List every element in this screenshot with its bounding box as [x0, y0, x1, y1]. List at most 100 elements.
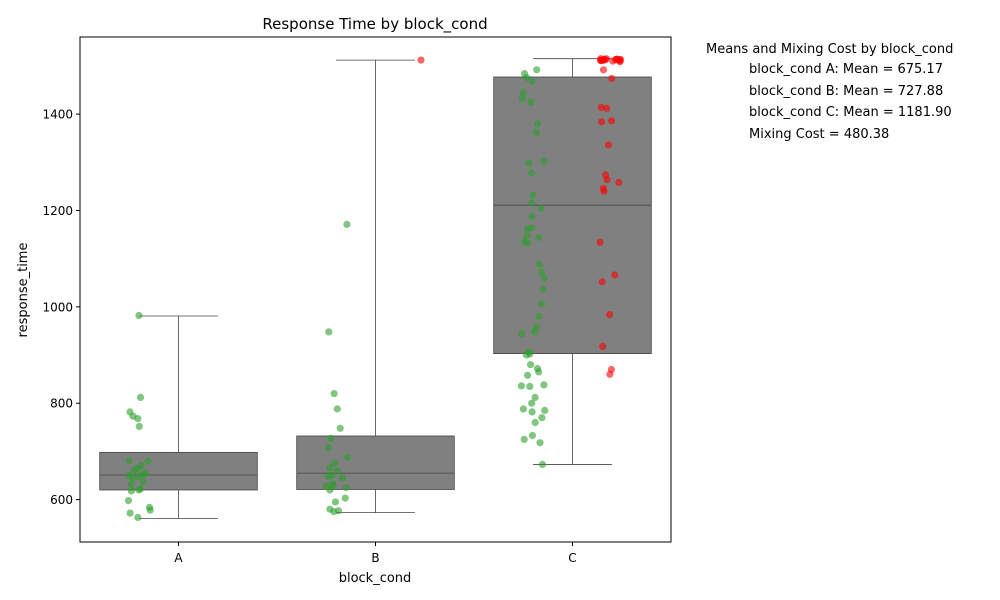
- data-point-a-green: [127, 487, 135, 495]
- data-point-c-green: [517, 382, 526, 390]
- x-tick-label: B: [371, 551, 379, 565]
- data-point-c-green: [523, 225, 532, 233]
- data-point-c-green: [519, 405, 528, 413]
- data-point-c-red: [608, 74, 616, 82]
- stats-line-mean-b: block_cond B: Mean = 727.88: [749, 83, 944, 99]
- data-point-a-green: [135, 311, 143, 320]
- y-tick-label: 800: [50, 397, 73, 411]
- data-point-c-red: [609, 57, 617, 65]
- data-point-c-red: [611, 271, 619, 279]
- data-point-c-red: [603, 104, 611, 112]
- data-point-c-green: [533, 66, 541, 74]
- data-point-c-green: [527, 361, 535, 369]
- data-point-b-green: [343, 220, 351, 228]
- data-point-a-green: [139, 478, 147, 486]
- data-point-c-green: [524, 239, 532, 247]
- data-point-c-red: [598, 118, 606, 126]
- data-point-c-red: [616, 58, 624, 66]
- stats-line-mean-c: block_cond C: Mean = 1181.90: [749, 105, 952, 120]
- x-tick-label: A: [174, 551, 183, 565]
- stats-line-mixing-cost: Mixing Cost = 480.38: [749, 126, 890, 142]
- data-point-c-green: [524, 371, 532, 379]
- data-point-c-green: [526, 382, 534, 390]
- data-point-c-red: [604, 141, 613, 149]
- y-tick-label: 1000: [42, 300, 73, 314]
- data-point-a-green: [134, 513, 142, 522]
- data-point-b-green: [341, 494, 349, 502]
- y-tick-label: 1400: [42, 108, 73, 122]
- data-point-b-green: [330, 390, 338, 398]
- data-point-c-green: [537, 204, 545, 213]
- data-point-c-red: [606, 311, 614, 319]
- data-point-b-green: [344, 453, 352, 461]
- data-point-c-green: [528, 199, 536, 207]
- data-point-b-green: [338, 474, 347, 482]
- data-point-c-green: [538, 268, 546, 276]
- y-axis-label: response_time: [16, 243, 31, 338]
- data-point-c-green: [528, 399, 536, 407]
- data-point-a-green: [134, 415, 142, 423]
- data-point-b-green: [342, 483, 350, 492]
- data-point-c-green: [535, 233, 543, 242]
- data-point-c-green: [539, 285, 547, 294]
- data-point-c-red: [603, 176, 611, 184]
- data-point-c-green: [535, 312, 543, 321]
- data-point-c-green: [528, 431, 537, 440]
- data-point-b-green: [327, 434, 335, 442]
- data-point-c-green: [528, 212, 536, 220]
- data-point-c-red: [596, 238, 604, 246]
- data-point-c-green: [528, 169, 536, 177]
- data-point-c-green: [531, 418, 539, 427]
- data-point-a-green: [136, 393, 145, 401]
- data-point-a-green: [146, 506, 154, 514]
- data-point-b-green: [326, 464, 334, 472]
- box-b: [296, 435, 455, 490]
- stats-title: Means and Mixing Cost by block_cond: [706, 42, 954, 57]
- means-stats-panel: Means and Mixing Cost by block_cond bloc…: [706, 40, 991, 145]
- data-point-a-green: [126, 509, 134, 517]
- data-point-c-green: [533, 120, 542, 128]
- data-point-a-green: [129, 474, 137, 482]
- data-point-b-green: [331, 459, 339, 467]
- data-point-c-green: [540, 381, 548, 389]
- data-point-c-green: [518, 95, 527, 103]
- data-point-c-green: [523, 73, 531, 82]
- data-point-c-green: [541, 406, 549, 414]
- data-point-a-green: [135, 486, 143, 494]
- data-point-c-green: [519, 89, 528, 97]
- data-point-c-red: [598, 278, 606, 286]
- data-point-c-green: [538, 300, 546, 308]
- data-point-a-green: [130, 467, 138, 475]
- data-point-b-green: [331, 498, 339, 506]
- data-point-a-green: [125, 457, 133, 465]
- data-point-c-red: [608, 117, 616, 125]
- data-point-a-green: [135, 472, 143, 481]
- plot-area: 600 800 1000 1200 1400 A B C: [42, 36, 672, 565]
- box-c: [493, 76, 652, 354]
- data-point-c-green: [540, 157, 548, 165]
- data-point-b-green: [324, 472, 332, 481]
- data-point-c-green: [528, 408, 536, 416]
- data-point-c-green: [522, 351, 531, 359]
- x-tick-label: C: [568, 551, 576, 565]
- stats-line-mean-a: block_cond A: Mean = 675.17: [749, 62, 943, 77]
- data-point-a-green: [124, 497, 133, 505]
- data-point-c-red: [606, 370, 614, 378]
- data-point-c-green: [540, 274, 548, 282]
- y-tick-label: 600: [50, 493, 73, 507]
- data-point-b-green: [325, 328, 333, 336]
- data-point-a-green: [135, 422, 143, 430]
- data-point-c-green: [533, 128, 541, 136]
- data-point-c-green: [535, 260, 544, 268]
- data-point-c-red: [600, 187, 608, 195]
- data-point-c-green: [531, 393, 539, 401]
- data-point-c-green: [529, 191, 537, 199]
- data-point-c-red: [615, 178, 623, 187]
- data-point-c-green: [520, 435, 528, 443]
- data-point-c-green: [525, 159, 533, 167]
- data-point-b-green: [333, 405, 341, 413]
- data-point-c-green: [527, 98, 535, 106]
- data-point-c-green: [523, 231, 531, 240]
- data-point-c-green: [530, 328, 539, 336]
